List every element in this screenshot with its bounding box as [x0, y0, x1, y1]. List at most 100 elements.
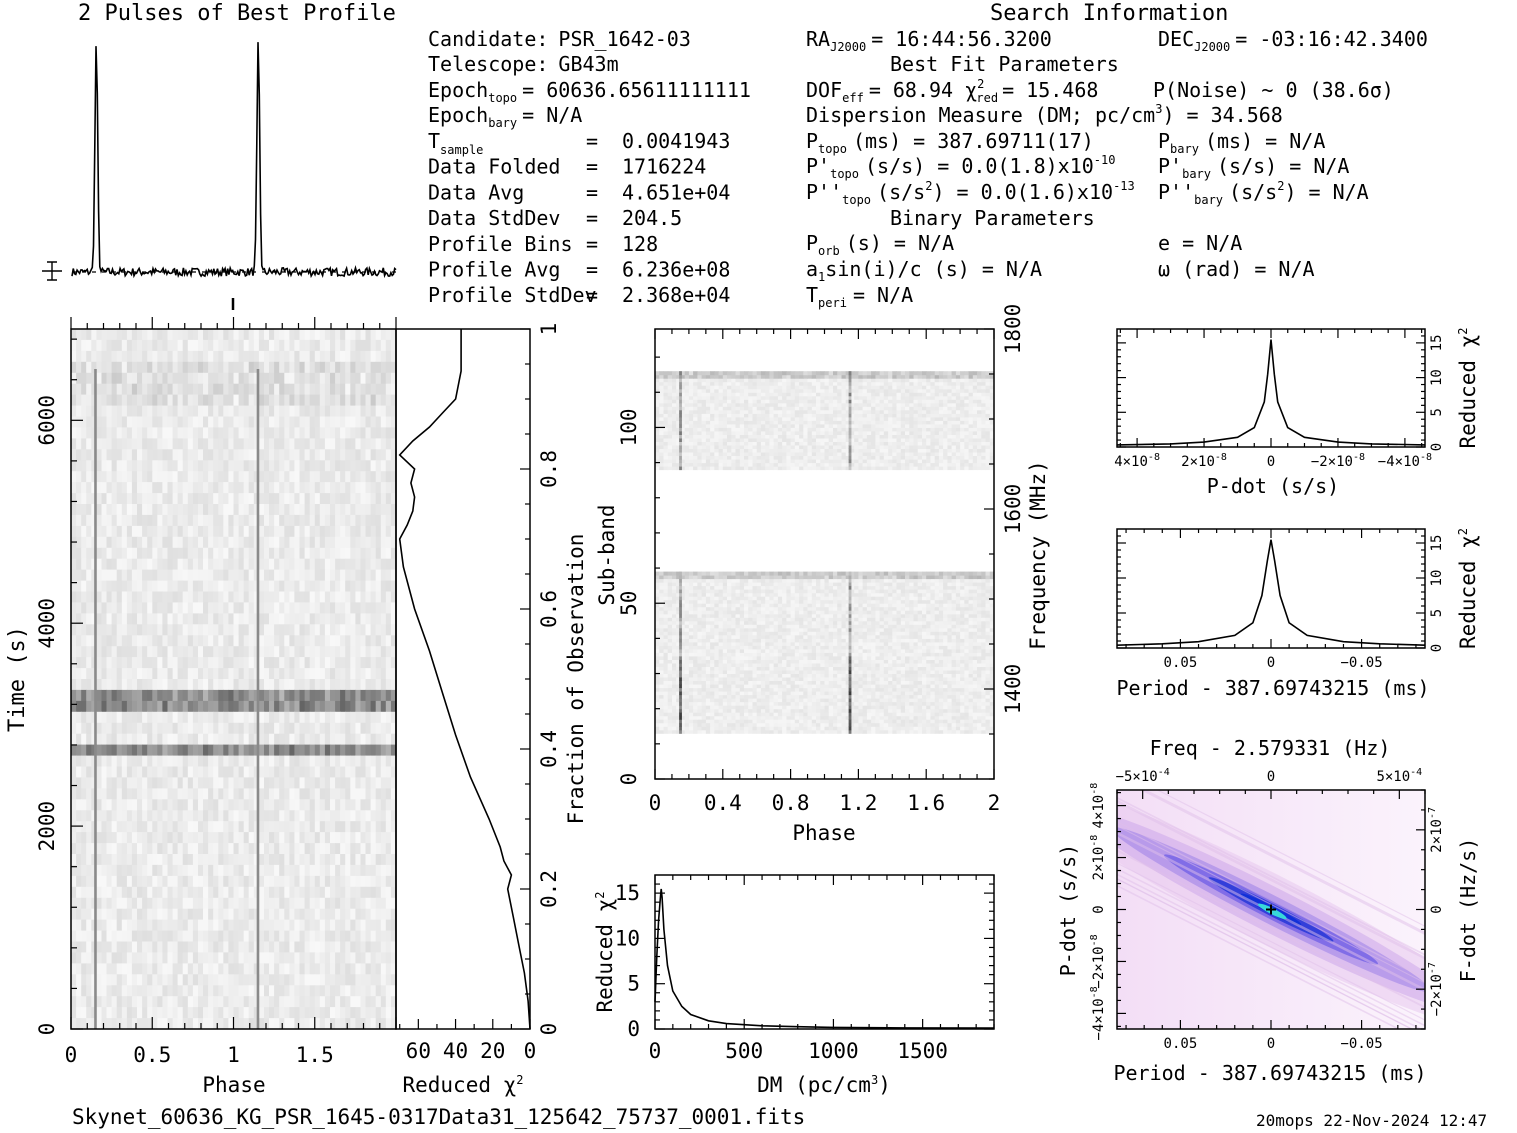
- time-phase-cell: [248, 897, 255, 910]
- time-phase-cell: [182, 438, 189, 450]
- time-phase-cell: [142, 514, 148, 527]
- dec-value: = -03:16:42.3400: [1235, 27, 1428, 51]
- subband-cell: [659, 708, 664, 713]
- subband-cell: [943, 705, 948, 710]
- time-phase-cell: [253, 657, 260, 669]
- time-phase-cell: [116, 996, 123, 1008]
- time-tick-label: 0: [35, 1023, 59, 1036]
- time-phase-cell: [106, 427, 113, 439]
- time-phase-cell: [81, 438, 87, 450]
- time-phase-cell: [360, 339, 367, 352]
- subband-cell: [748, 705, 753, 710]
- time-phase-cell: [350, 329, 356, 341]
- time-phase-cell: [192, 482, 199, 494]
- time-phase-cell: [111, 493, 118, 505]
- time-phase-cell: [182, 514, 189, 527]
- time-phase-cell: [238, 471, 245, 483]
- time-phase-cell: [294, 700, 300, 713]
- time-phase-cell: [355, 832, 361, 844]
- time-phase-cell: [304, 329, 311, 341]
- time-phase-cell: [96, 941, 102, 953]
- time-phase-cell: [309, 569, 316, 581]
- subband-cell: [854, 705, 859, 710]
- time-phase-cell: [253, 668, 260, 680]
- time-phase-cell: [370, 580, 377, 592]
- subband-cell: [748, 712, 753, 717]
- time-phase-cell: [91, 722, 97, 735]
- time-phase-cell: [81, 886, 87, 899]
- chi2-sub: red: [976, 91, 998, 105]
- time-phase-cell: [370, 514, 377, 527]
- time-tick-label: 2000: [35, 801, 59, 852]
- time-phase-cell: [81, 668, 87, 680]
- time-phase-cell: [243, 810, 250, 822]
- time-phase-cell: [385, 963, 392, 975]
- time-phase-cell: [203, 832, 209, 844]
- time-phase-cell: [106, 864, 113, 877]
- time-phase-cell: [243, 733, 250, 746]
- time-phase-cell: [76, 482, 82, 494]
- time-phase-cell: [106, 777, 113, 789]
- time-phase-cell: [294, 339, 300, 352]
- subband-cell: [663, 715, 669, 720]
- time-phase-cell: [137, 482, 143, 494]
- time-phase-cell: [279, 427, 285, 439]
- time-phase-cell: [111, 547, 118, 560]
- time-phase-cell: [192, 657, 199, 669]
- time-phase-cell: [350, 875, 356, 888]
- subband-cell: [968, 708, 974, 713]
- time-phase-cell: [238, 613, 245, 625]
- time-phase-cell: [284, 668, 290, 680]
- time-phase-cell: [340, 427, 346, 439]
- subband-cell: [913, 726, 919, 731]
- time-phase-cell: [284, 536, 290, 549]
- subband-cell: [659, 729, 664, 734]
- time-phase-cell: [213, 1007, 219, 1019]
- time-phase-cell: [71, 580, 77, 592]
- time-phase-cell: [284, 514, 290, 527]
- time-phase-cell: [355, 646, 361, 658]
- subband-cell: [820, 726, 825, 731]
- subband-cell: [968, 715, 974, 720]
- time-phase-cell: [106, 875, 113, 888]
- time-phase-cell: [274, 525, 280, 538]
- subband-cell: [951, 729, 957, 734]
- time-phase-cell: [375, 843, 382, 855]
- time-phase-cell: [253, 679, 260, 691]
- time-phase-cell: [360, 788, 367, 800]
- time-phase-cell: [385, 821, 392, 833]
- time-phase-cell: [319, 657, 326, 669]
- subband-cell: [710, 729, 715, 734]
- subband-cell: [943, 726, 948, 731]
- time-phase-cell: [299, 657, 306, 669]
- time-phase-cell: [91, 832, 97, 844]
- time-phase-cell: [228, 941, 234, 953]
- time-phase-cell: [162, 350, 168, 363]
- time-phase-cell: [152, 843, 158, 855]
- time-phase-cell: [309, 525, 316, 538]
- time-phase-cell: [157, 558, 163, 571]
- time-phase-cell: [319, 952, 326, 964]
- subband-cell: [922, 708, 927, 713]
- time-phase-cell: [213, 635, 219, 647]
- time-phase-cell: [96, 799, 102, 811]
- time-phase-cell: [279, 930, 285, 942]
- time-phase-cell: [258, 591, 265, 603]
- time-phase-cell: [177, 733, 184, 746]
- time-phase-cell: [304, 1018, 311, 1030]
- time-phase-cell: [248, 646, 255, 658]
- time-phase-cell: [309, 646, 316, 658]
- time-phase-cell: [76, 460, 82, 472]
- time-phase-cell: [137, 799, 143, 811]
- subband-cell: [888, 722, 893, 727]
- time-phase-cell: [147, 460, 153, 472]
- time-phase-cell: [228, 821, 234, 833]
- subband-cell: [676, 712, 681, 717]
- time-phase-cell: [182, 471, 189, 483]
- subband-cell: [989, 726, 995, 731]
- time-phase-cell: [274, 471, 280, 483]
- subband-cell: [765, 715, 770, 720]
- subband-cell: [862, 701, 868, 706]
- subband-cell: [862, 726, 868, 731]
- time-phase-cell: [162, 908, 168, 921]
